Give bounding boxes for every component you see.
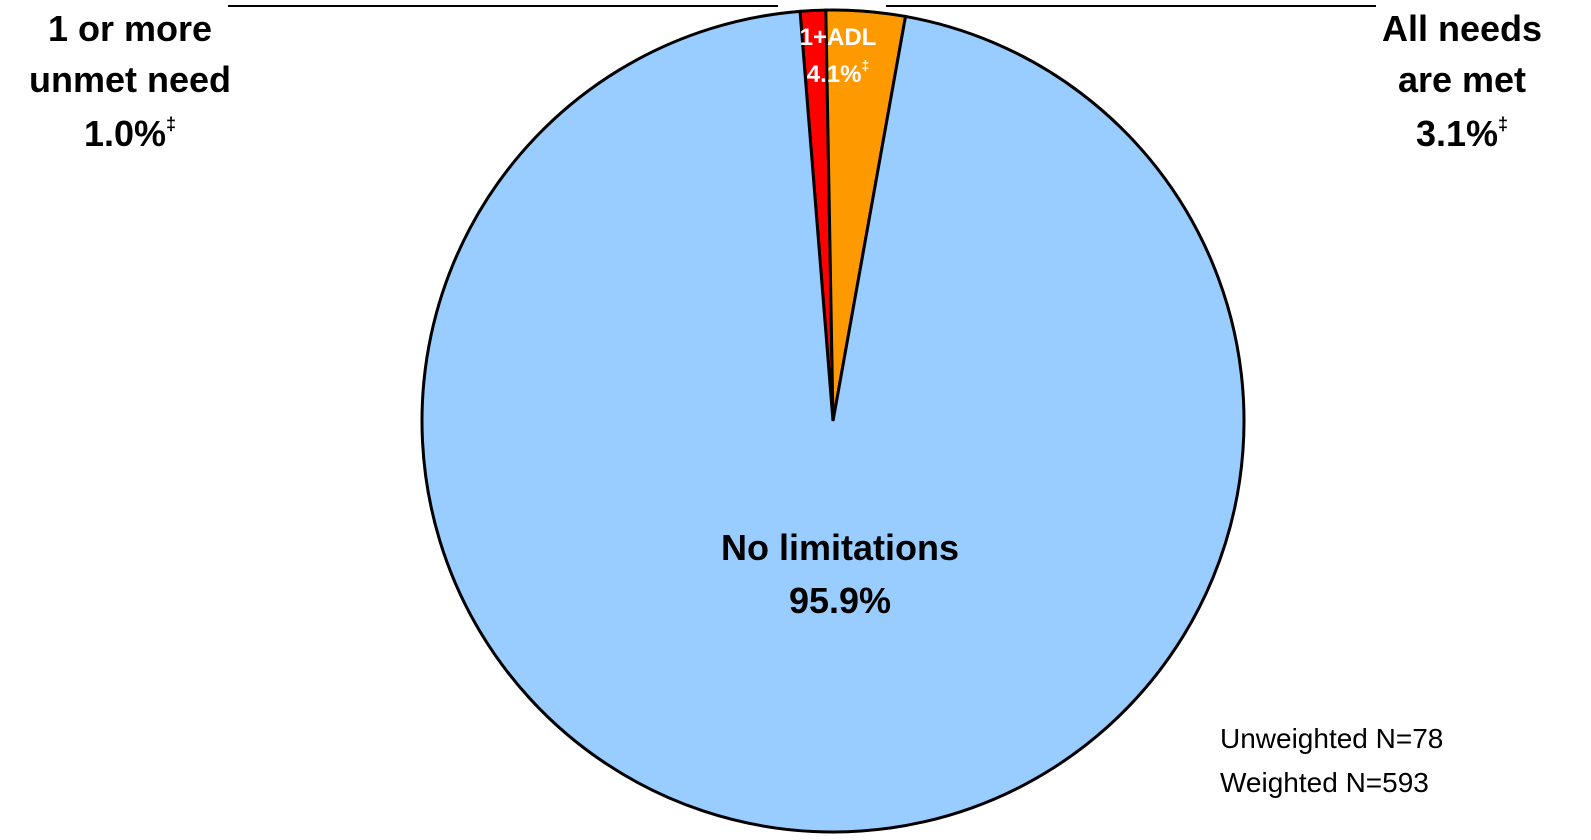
- slice-blue-label: No limitations: [721, 527, 959, 568]
- note-unweighted: Unweighted N=78: [1220, 723, 1443, 754]
- group-label-percent: 4.1%: [807, 61, 862, 88]
- note-weighted: Weighted N=593: [1220, 767, 1429, 798]
- callout-right-line2: are met: [1398, 59, 1526, 100]
- slice-red-footnote: ‡: [166, 114, 176, 134]
- callout-left-line1: 1 or more: [48, 8, 212, 49]
- slice-red-value: 1.0%: [84, 113, 166, 154]
- callout-right-value: 3.1%‡: [1416, 113, 1508, 154]
- slice-blue: [420, 9, 1246, 834]
- slice-orange-value: 3.1%: [1416, 113, 1498, 154]
- group-label-footnote: ‡: [861, 57, 869, 73]
- callout-right-line1: All needs: [1382, 8, 1542, 49]
- callout-left-value: 1.0%‡: [84, 113, 176, 154]
- group-label-name: 1+ADL: [800, 24, 877, 51]
- slice-orange-footnote: ‡: [1498, 114, 1508, 134]
- pie-slices: [420, 8, 1246, 834]
- group-label-value: 4.1%‡: [807, 57, 870, 88]
- callout-left-line2: unmet need: [29, 59, 231, 100]
- slice-blue-value: 95.9%: [789, 580, 891, 621]
